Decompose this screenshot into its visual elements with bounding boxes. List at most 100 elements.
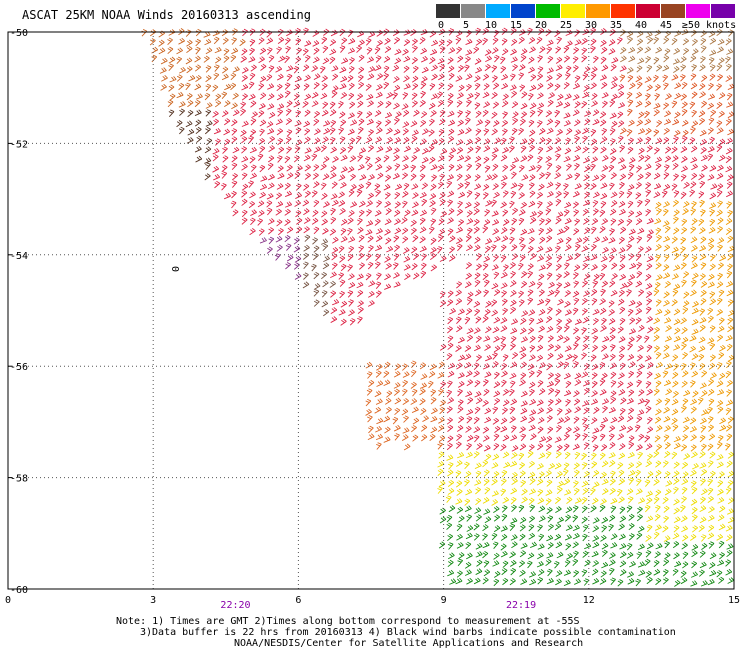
wind-barb bbox=[537, 66, 544, 74]
wind-barb bbox=[673, 283, 681, 290]
wind-barb bbox=[582, 343, 589, 351]
wind-barb bbox=[194, 109, 202, 117]
wind-barb bbox=[572, 307, 579, 316]
wind-barb bbox=[447, 110, 455, 118]
wind-barb bbox=[617, 83, 625, 91]
wind-barb bbox=[248, 180, 254, 188]
wind-barb bbox=[547, 515, 554, 523]
wind-barb bbox=[628, 253, 635, 261]
wind-barb bbox=[447, 342, 454, 350]
wind-barb bbox=[266, 207, 273, 216]
wind-barb bbox=[437, 234, 444, 243]
wind-barb bbox=[518, 299, 525, 307]
wind-barb bbox=[718, 505, 726, 513]
wind-barb bbox=[402, 379, 408, 388]
wind-barb bbox=[458, 354, 466, 361]
wind-barb bbox=[592, 535, 600, 542]
wind-barb bbox=[536, 191, 544, 199]
wind-barb bbox=[313, 146, 321, 153]
wind-barb bbox=[277, 109, 284, 117]
map-frame bbox=[7, 31, 735, 590]
wind-barb bbox=[538, 388, 546, 396]
wind-barb bbox=[500, 425, 508, 433]
wind-barb bbox=[359, 147, 366, 154]
wind-barb bbox=[448, 119, 456, 127]
wind-barb bbox=[554, 436, 562, 443]
wind-barb bbox=[401, 227, 409, 235]
wind-barb bbox=[653, 496, 660, 504]
wind-barb bbox=[582, 127, 589, 135]
wind-barb bbox=[303, 272, 309, 280]
wind-barb bbox=[384, 37, 391, 45]
wind-barb bbox=[467, 291, 474, 299]
legend-color-bar bbox=[436, 4, 736, 18]
wind-barb bbox=[520, 407, 528, 415]
wind-barb bbox=[502, 164, 509, 172]
wind-barb bbox=[690, 533, 697, 541]
wind-barb bbox=[529, 335, 536, 343]
wind-barb bbox=[599, 452, 606, 460]
wind-barb bbox=[259, 128, 265, 137]
wind-barb bbox=[473, 426, 481, 433]
wind-barb bbox=[357, 100, 364, 108]
wind-barb bbox=[690, 444, 697, 452]
wind-barb bbox=[566, 552, 573, 560]
wind-barb bbox=[447, 135, 455, 143]
wind-barb bbox=[205, 47, 213, 55]
wind-barb bbox=[556, 128, 563, 136]
wind-barb bbox=[716, 297, 723, 306]
wind-barb bbox=[681, 155, 688, 163]
wind-barb bbox=[429, 193, 437, 200]
wind-barb bbox=[241, 163, 248, 171]
wind-barb bbox=[249, 39, 256, 47]
wind-barb bbox=[564, 489, 572, 496]
wind-barb bbox=[223, 128, 231, 136]
wind-barb bbox=[429, 83, 436, 91]
wind-barb bbox=[410, 164, 416, 173]
wind-barb bbox=[583, 407, 590, 415]
wind-barb bbox=[673, 552, 680, 560]
wind-barb bbox=[637, 561, 645, 568]
wind-barb bbox=[619, 254, 626, 263]
wind-barb bbox=[519, 346, 527, 353]
wind-barb bbox=[727, 354, 735, 362]
wind-barb bbox=[653, 568, 661, 576]
wind-barb bbox=[419, 236, 426, 244]
wind-barb bbox=[663, 235, 671, 243]
wind-barb bbox=[385, 146, 393, 153]
wind-barb bbox=[492, 326, 500, 334]
wind-barb bbox=[716, 334, 724, 342]
wind-barb bbox=[636, 262, 643, 270]
wind-barb bbox=[574, 101, 581, 109]
wind-barb bbox=[447, 370, 455, 378]
wind-barb bbox=[241, 146, 247, 154]
wind-barb bbox=[646, 453, 653, 461]
wind-barb bbox=[716, 83, 722, 91]
wind-barb bbox=[464, 56, 471, 64]
wind-barb bbox=[609, 228, 615, 236]
wind-barb bbox=[294, 145, 301, 154]
wind-barb bbox=[584, 559, 591, 567]
wind-barb bbox=[627, 210, 635, 218]
wind-barb bbox=[545, 29, 552, 37]
wind-barb bbox=[680, 504, 686, 513]
wind-barb bbox=[638, 289, 645, 297]
wind-barb bbox=[457, 308, 465, 316]
wind-barb bbox=[680, 237, 687, 245]
wind-barb bbox=[527, 245, 534, 254]
wind-barb bbox=[655, 46, 663, 54]
wind-barb bbox=[709, 372, 717, 379]
wind-barb bbox=[213, 64, 220, 72]
wind-barb bbox=[725, 137, 733, 145]
wind-barb bbox=[726, 433, 733, 441]
wind-barb bbox=[574, 497, 582, 504]
wind-barb bbox=[466, 297, 473, 306]
wind-barb bbox=[286, 164, 293, 172]
wind-barb bbox=[466, 442, 472, 451]
wind-barb bbox=[574, 129, 581, 137]
wind-barb bbox=[682, 47, 690, 56]
wind-barb bbox=[322, 45, 329, 54]
wind-barb bbox=[159, 67, 167, 74]
wind-barb bbox=[339, 111, 346, 119]
wind-barb bbox=[655, 425, 663, 432]
